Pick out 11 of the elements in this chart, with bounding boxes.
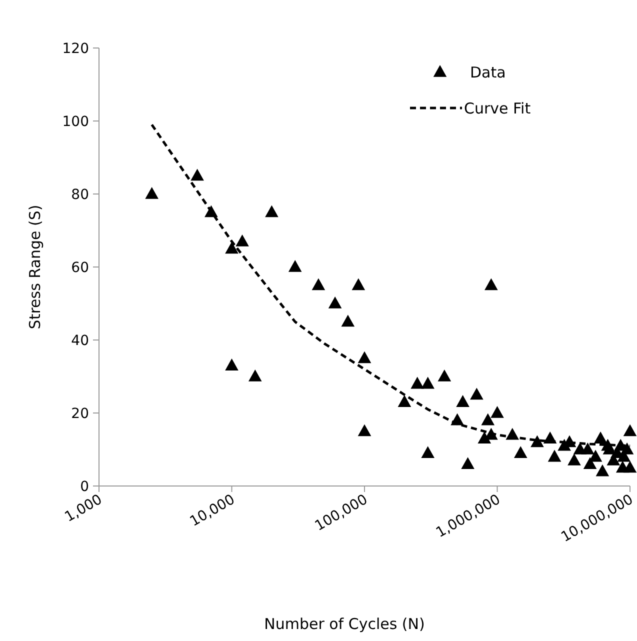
y-tick-label: 40	[71, 332, 89, 349]
y-tick-label: 60	[71, 260, 89, 276]
y-tick-label: 0	[80, 478, 89, 495]
y-axis-title: Stress Range (S)	[26, 204, 44, 330]
y-tick-label: 100	[62, 114, 89, 130]
legend-label: Data	[470, 63, 506, 82]
x-axis-title: Number of Cycles (N)	[264, 615, 425, 633]
y-tick-label: 20	[71, 406, 89, 422]
y-tick-label: 120	[62, 40, 89, 57]
y-tick-label: 80	[71, 186, 89, 203]
legend-label: Curve Fit	[464, 99, 531, 118]
